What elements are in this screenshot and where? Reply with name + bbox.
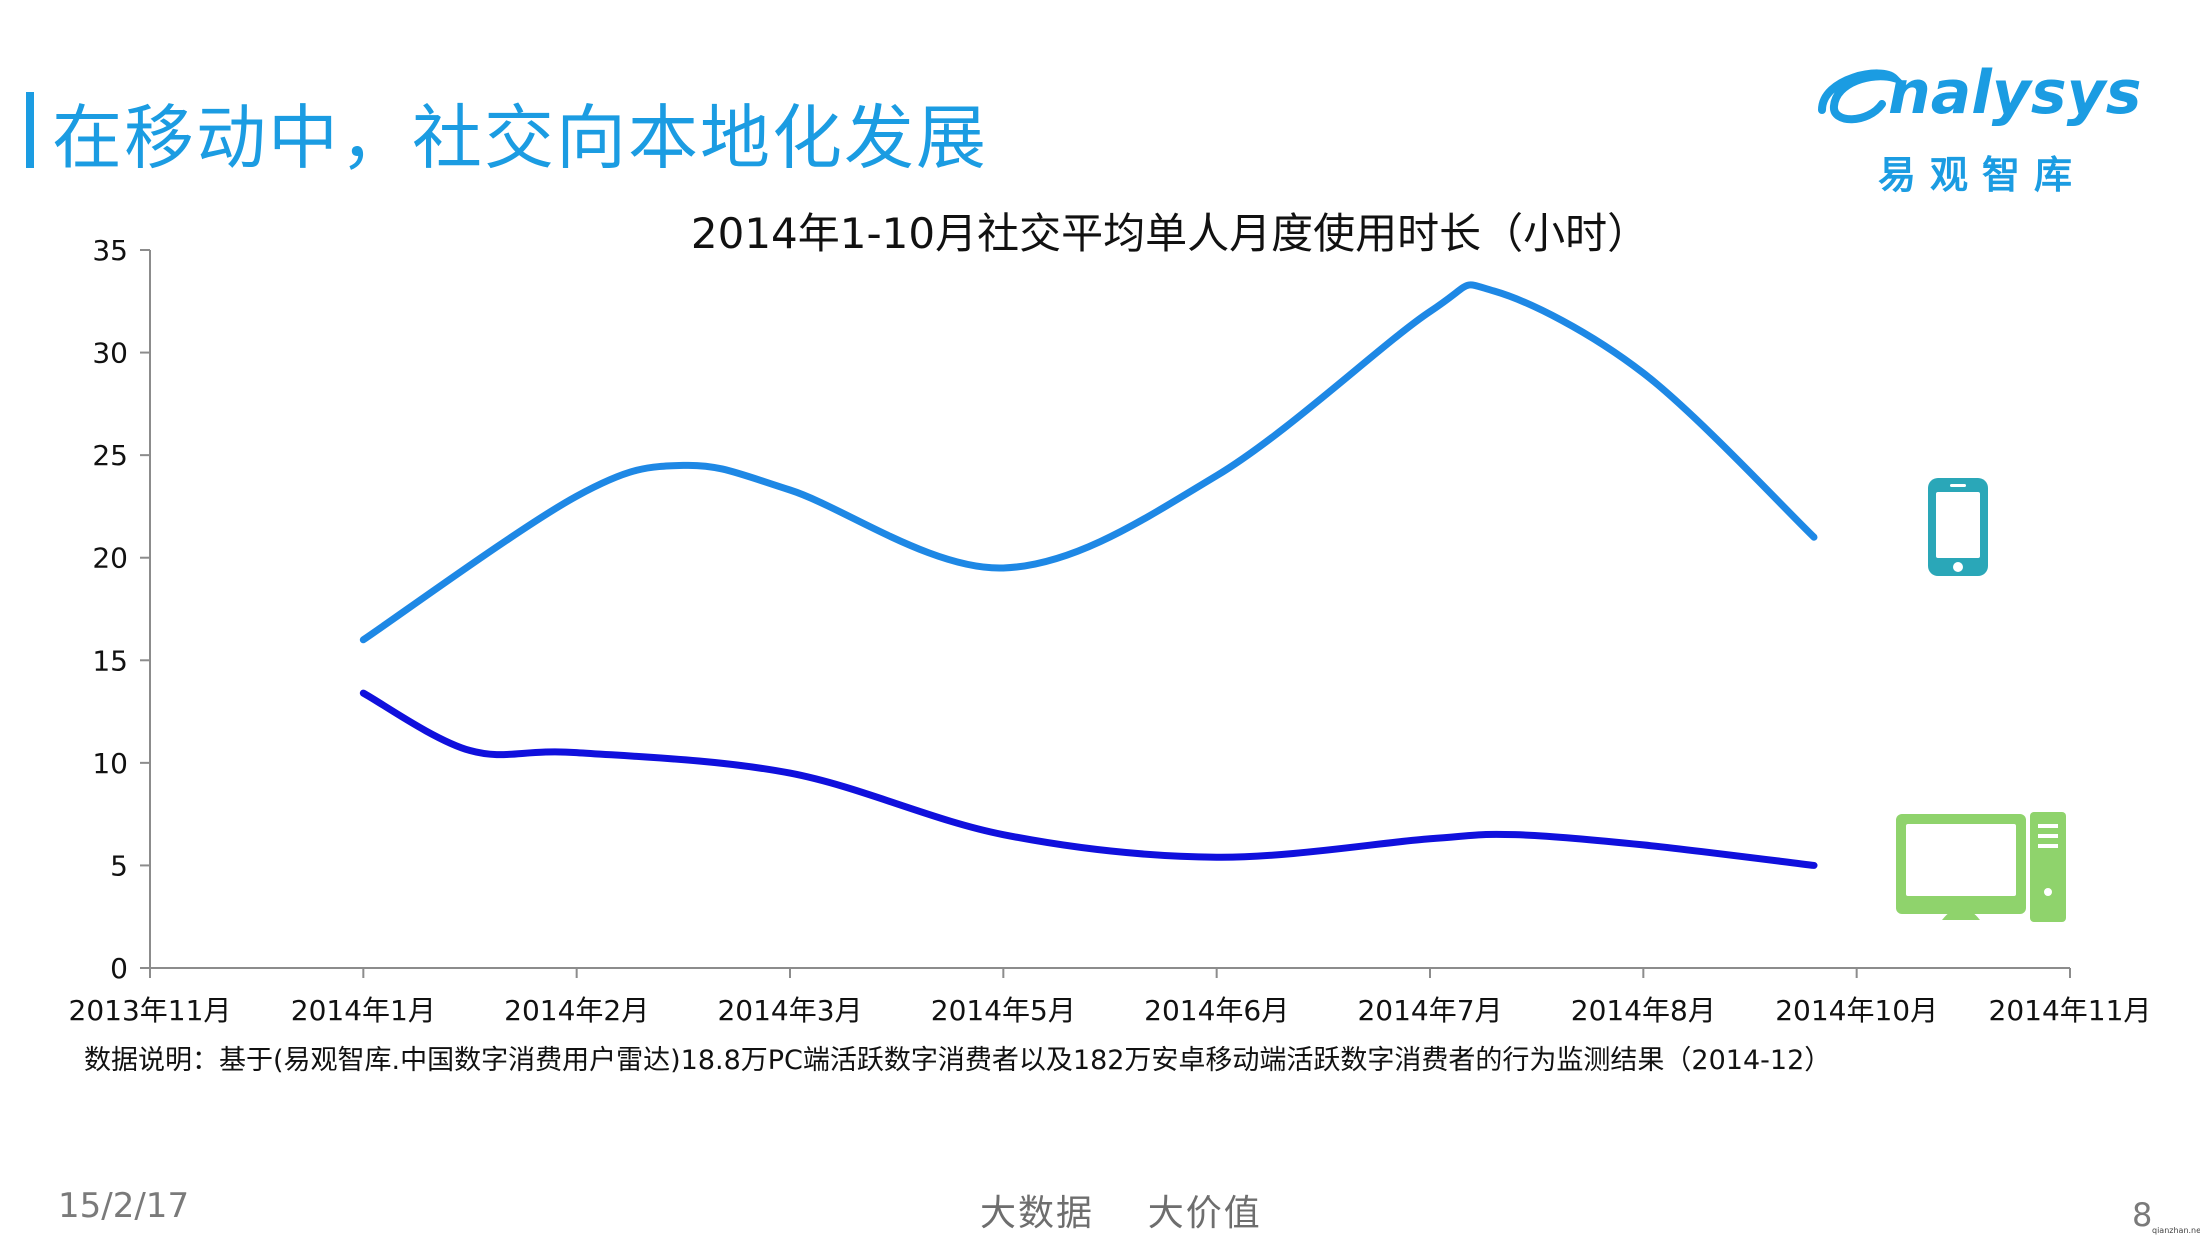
x-tick-label: 2014年2月 [504, 994, 649, 1027]
series-line-desktop-computer-icon [359, 689, 1818, 869]
y-tick-label: 15 [92, 644, 128, 677]
x-tick-label: 2014年11月 [1989, 994, 2152, 1027]
x-tick-label: 2013年11月 [69, 994, 232, 1027]
x-tick-label: 2014年5月 [931, 994, 1076, 1027]
page-title: 在移动中，社交向本地化发展 [52, 97, 988, 179]
smartphone-icon [1928, 478, 1988, 576]
x-tick-label: 2014年6月 [1144, 994, 1289, 1027]
y-tick-label: 25 [92, 439, 128, 472]
logo-wordmark: nalysys [1888, 58, 2142, 128]
x-tick-label: 2014年1月 [291, 994, 436, 1027]
desktop-computer-icon [1896, 812, 2066, 922]
y-tick-label: 5 [110, 849, 128, 882]
y-tick-label: 30 [92, 337, 128, 370]
y-tick-label: 0 [110, 952, 128, 985]
x-tick-label: 2014年3月 [717, 994, 862, 1027]
title-accent-bar [26, 92, 34, 168]
footer-date: 15/2/17 [58, 1186, 190, 1226]
x-tick-label: 2014年10月 [1775, 994, 1938, 1027]
analysys-logo: nalysys 易观智库 [1818, 58, 2148, 197]
x-tick-label: 2014年8月 [1571, 994, 1716, 1027]
device-icons [1896, 478, 2066, 922]
page-number: 8 [2132, 1196, 2153, 1234]
y-tick-label: 35 [92, 234, 128, 267]
data-source-note: 数据说明：基于(易观智库.中国数字消费用户雷达)18.8万PC端活跃数字消费者以… [84, 1045, 1832, 1076]
logo-subtitle: 易观智库 [1878, 153, 2087, 197]
watermark: qianzhan.net [2152, 1226, 2200, 1235]
logo-swoosh-icon [1818, 69, 1902, 124]
x-tick-label: 2014年7月 [1357, 994, 1502, 1027]
footer-slogan: 大数据 大价值 [980, 1193, 1262, 1234]
chart-title: 2014年1-10月社交平均单人月度使用时长（小时） [691, 209, 1649, 258]
series-line-smartphone-icon [359, 281, 1818, 644]
chart-axes: 0 5 10 15 20 25 30 35 2013年11月 2014年1月 2014年2月 2014… [69, 234, 2152, 1027]
chart-series [359, 281, 1818, 869]
y-tick-label: 20 [92, 542, 128, 575]
y-tick-label: 10 [92, 747, 128, 780]
